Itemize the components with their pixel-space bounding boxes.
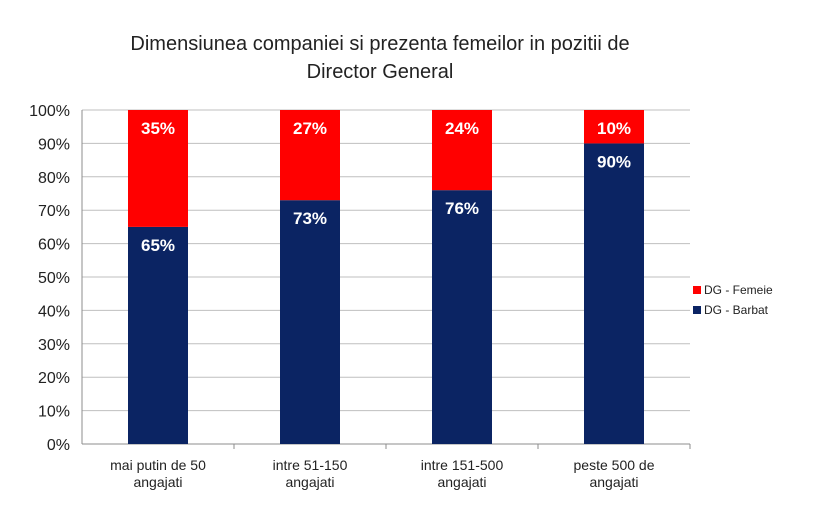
legend: DG - Femeie DG - Barbat xyxy=(693,280,773,320)
x-category-label: peste 500 de xyxy=(574,457,655,473)
legend-item-femeie: DG - Femeie xyxy=(693,280,773,300)
x-category-label: mai putin de 50 xyxy=(110,457,206,473)
data-label-femeie: 27% xyxy=(293,119,327,138)
y-tick-label: 40% xyxy=(38,303,70,320)
y-tick-label: 60% xyxy=(38,237,70,254)
data-label-femeie: 35% xyxy=(141,119,175,138)
x-category-label: intre 151-500 xyxy=(421,457,504,473)
y-tick-label: 100% xyxy=(29,103,70,120)
bar-femeie xyxy=(280,110,340,201)
y-tick-label: 90% xyxy=(38,136,70,153)
data-label-femeie: 24% xyxy=(445,119,479,138)
x-category-label: angajati xyxy=(589,474,638,490)
data-label-barbat: 76% xyxy=(445,199,479,218)
chart-title-line-1: Dimensiunea companiei si prezenta femeil… xyxy=(130,33,630,55)
y-tick-label: 80% xyxy=(38,170,70,187)
y-tick-label: 70% xyxy=(38,203,70,220)
y-tick-label: 20% xyxy=(38,370,70,387)
data-label-barbat: 90% xyxy=(597,152,631,171)
y-tick-label: 50% xyxy=(38,270,70,287)
x-category-label: angajati xyxy=(437,474,486,490)
legend-swatch-femeie xyxy=(693,286,701,294)
bar-barbat xyxy=(432,190,492,444)
bar-femeie xyxy=(432,110,492,191)
bar-femeie xyxy=(584,110,644,144)
data-label-femeie: 10% xyxy=(597,119,631,138)
y-tick-label: 0% xyxy=(47,437,70,454)
legend-item-barbat: DG - Barbat xyxy=(693,300,773,320)
chart-title: Dimensiunea companiei si prezenta femeil… xyxy=(0,30,760,86)
x-category-label: angajati xyxy=(133,474,182,490)
bar-femeie xyxy=(128,110,188,227)
data-label-barbat: 65% xyxy=(141,236,175,255)
x-category-label: angajati xyxy=(285,474,334,490)
x-category-label: intre 51-150 xyxy=(273,457,348,473)
data-label-barbat: 73% xyxy=(293,209,327,228)
bar-barbat xyxy=(280,200,340,444)
y-tick-label: 10% xyxy=(38,404,70,421)
y-tick-label: 30% xyxy=(38,337,70,354)
legend-label-barbat: DG - Barbat xyxy=(704,303,769,317)
legend-swatch-barbat xyxy=(693,306,701,314)
bar-barbat xyxy=(584,143,644,444)
legend-label-femeie: DG - Femeie xyxy=(704,283,773,297)
chart-title-line-2: Director General xyxy=(306,61,454,83)
bar-barbat xyxy=(128,226,188,444)
